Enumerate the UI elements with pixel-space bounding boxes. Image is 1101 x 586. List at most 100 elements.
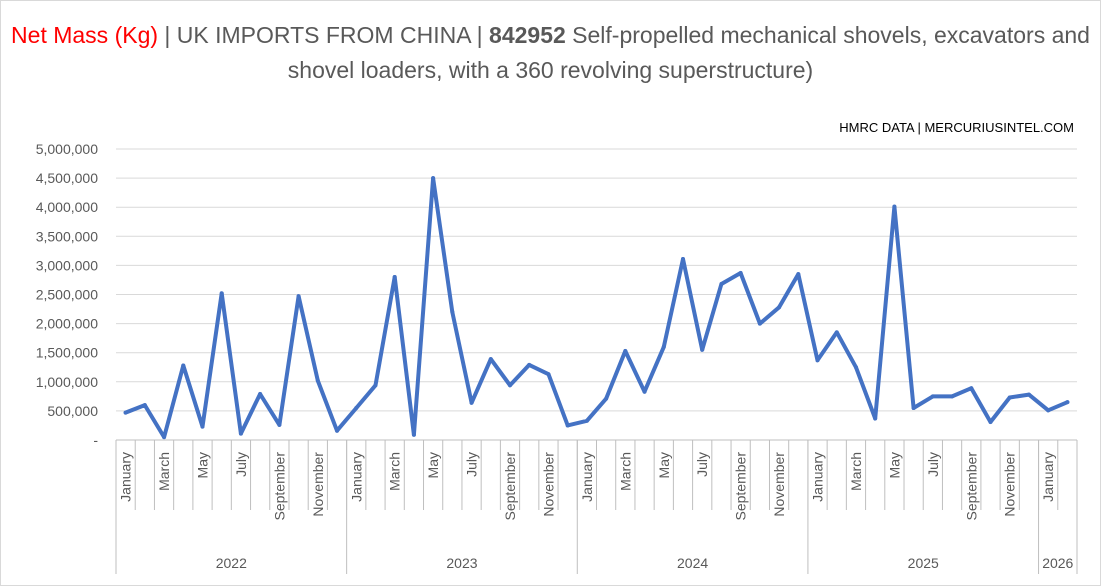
data-point — [1007, 395, 1012, 400]
data-point — [815, 358, 820, 363]
data-point — [988, 419, 993, 424]
x-tick-label: January — [579, 452, 595, 502]
x-tick-label: March — [848, 452, 864, 491]
data-point — [162, 435, 167, 440]
y-tick-label: 3,500,000 — [36, 228, 98, 244]
data-point — [296, 294, 301, 299]
data-point — [911, 405, 916, 410]
year-label: 2022 — [216, 555, 247, 571]
data-point — [584, 418, 589, 423]
y-tick-label: 1,500,000 — [36, 345, 98, 361]
data-point — [431, 176, 436, 181]
x-tick-label: September — [502, 452, 518, 521]
x-tick-label: January — [1040, 452, 1056, 502]
data-point — [181, 363, 186, 368]
x-tick-label: March — [387, 452, 403, 491]
x-tick-label: January — [810, 452, 826, 502]
x-tick-label: November — [771, 452, 787, 517]
data-point — [200, 424, 205, 429]
data-point — [469, 400, 474, 405]
year-label: 2024 — [677, 555, 708, 571]
data-point — [277, 422, 282, 427]
data-point — [392, 275, 397, 280]
data-point — [219, 291, 224, 296]
data-point — [373, 383, 378, 388]
title-description: Self-propelled mechanical shovels, excav… — [287, 22, 1090, 83]
y-tick-label: 2,500,000 — [36, 287, 98, 303]
x-tick-label: July — [464, 452, 480, 477]
data-point — [873, 416, 878, 421]
data-point — [796, 272, 801, 277]
data-point — [719, 282, 724, 287]
x-tick-label: January — [348, 452, 364, 502]
data-point — [1065, 400, 1070, 405]
data-point — [527, 362, 532, 367]
data-point — [123, 410, 128, 415]
data-point — [834, 330, 839, 335]
chart-title: Net Mass (Kg) | UK IMPORTS FROM CHINA | … — [0, 18, 1101, 88]
y-tick-label: 4,000,000 — [36, 199, 98, 215]
data-point — [315, 378, 320, 383]
year-label: 2025 — [908, 555, 939, 571]
y-tick-label: 5,000,000 — [36, 141, 98, 157]
title-separator: | UK IMPORTS FROM CHINA | — [158, 22, 490, 48]
data-point — [142, 403, 147, 408]
x-tick-label: November — [1002, 452, 1018, 517]
y-tick-label: - — [93, 432, 98, 448]
x-tick-label: May — [425, 452, 441, 478]
x-tick-label: November — [540, 452, 556, 517]
data-point — [661, 344, 666, 349]
x-tick-label: July — [694, 452, 710, 477]
x-tick-label: January — [118, 452, 134, 502]
year-label: 2026 — [1042, 555, 1073, 571]
title-hs-code: 842952 — [489, 22, 566, 48]
data-point — [680, 256, 685, 261]
year-label: 2023 — [446, 555, 477, 571]
data-point — [757, 321, 762, 326]
data-point — [565, 423, 570, 428]
x-tick-label: May — [656, 452, 672, 478]
data-point — [1026, 392, 1031, 397]
x-tick-label: May — [194, 452, 210, 478]
y-tick-label: 2,000,000 — [36, 316, 98, 332]
y-tick-label: 4,500,000 — [36, 170, 98, 186]
data-point — [604, 396, 609, 401]
x-tick-label: July — [925, 452, 941, 477]
x-tick-label: November — [310, 452, 326, 517]
data-point — [950, 394, 955, 399]
title-metric: Net Mass (Kg) — [11, 22, 159, 48]
data-point — [623, 348, 628, 353]
x-tick-label: March — [156, 452, 172, 491]
data-point — [853, 365, 858, 370]
x-tick-label: September — [271, 452, 287, 521]
data-point — [546, 372, 551, 377]
data-point — [488, 357, 493, 362]
y-tick-label: 500,000 — [47, 403, 98, 419]
data-point — [335, 428, 340, 433]
series-line — [123, 176, 1070, 440]
y-tick-label: 3,000,000 — [36, 257, 98, 273]
data-point — [450, 309, 455, 314]
data-point — [642, 389, 647, 394]
x-tick-label: September — [963, 452, 979, 521]
x-tick-label: July — [233, 452, 249, 477]
source-label: HMRC DATA | MERCURIUSINTEL.COM — [839, 120, 1074, 135]
x-tick-label: September — [733, 452, 749, 521]
data-point — [354, 405, 359, 410]
data-point — [411, 432, 416, 437]
data-point — [777, 305, 782, 310]
x-tick-label: March — [617, 452, 633, 491]
x-tick-label: May — [886, 452, 902, 478]
data-point — [258, 392, 263, 397]
data-point — [508, 383, 513, 388]
data-point — [969, 386, 974, 391]
data-point — [738, 270, 743, 275]
data-point — [930, 394, 935, 399]
data-point — [1046, 408, 1051, 413]
y-tick-label: 1,000,000 — [36, 374, 98, 390]
data-point — [892, 204, 897, 209]
data-point — [238, 431, 243, 436]
data-point — [700, 347, 705, 352]
